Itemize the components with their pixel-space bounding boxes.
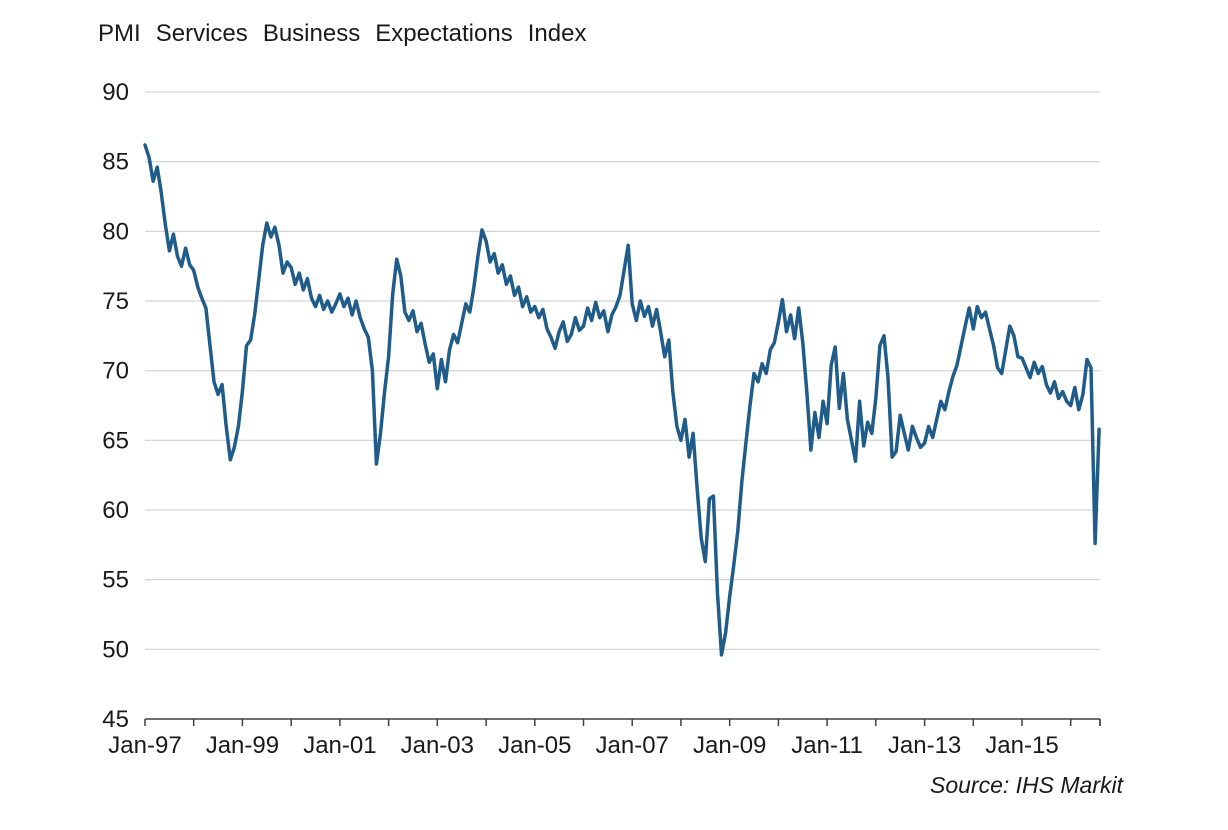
y-tick-label: 75: [102, 288, 129, 315]
pmi-series-line: [143, 143, 1101, 657]
x-tick-label: Jan-07: [596, 732, 669, 759]
y-tick-label: 60: [102, 497, 129, 524]
x-tick-label: Jan-13: [888, 732, 961, 759]
x-tick-label: Jan-11: [791, 732, 863, 759]
y-tick-label: 70: [102, 358, 129, 385]
y-tick-label: 55: [102, 567, 129, 594]
x-tick-label: Jan-99: [206, 732, 279, 759]
x-tick-label: Jan-15: [985, 732, 1058, 759]
chart-title: PMI Services Business Expectations Index: [98, 20, 587, 47]
y-tick-label: 80: [102, 218, 129, 245]
y-tick-label: 45: [102, 706, 129, 733]
y-tick-label: 90: [102, 79, 129, 106]
x-tick-label: Jan-03: [401, 732, 474, 759]
x-tick-label: Jan-05: [498, 732, 571, 759]
y-tick-label: 85: [102, 149, 129, 176]
x-tick-label: Jan-01: [303, 732, 376, 759]
x-tick-label: Jan-97: [108, 732, 181, 759]
source-note: Source: IHS Markit: [930, 772, 1123, 798]
y-tick-label: 50: [102, 636, 129, 663]
x-tick-label: Jan-09: [693, 732, 766, 759]
y-tick-label: 65: [102, 427, 129, 454]
